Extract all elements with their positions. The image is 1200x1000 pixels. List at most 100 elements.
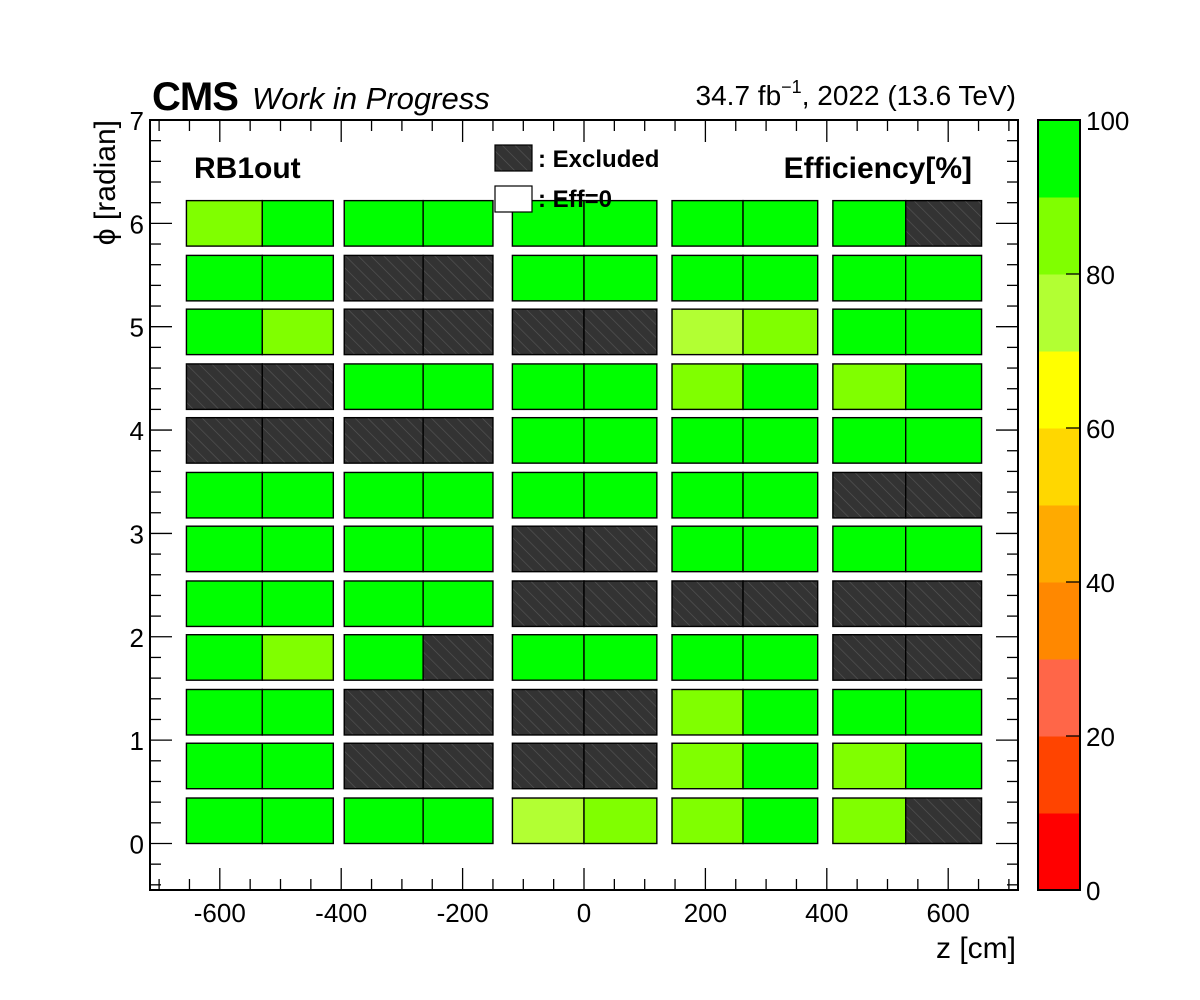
- heatmap-cell-r4-w0-s1: [261, 416, 335, 464]
- heatmap-cell-r7-w0-s0: [185, 580, 263, 628]
- colorbar-frame: [1037, 119, 1081, 891]
- axis-ticks: [150, 119, 1018, 890]
- colorbar-segment: [1038, 428, 1080, 506]
- y-tick-label: 1: [130, 726, 144, 756]
- heatmap-cell-r10-w0-s1: [261, 742, 335, 790]
- legend-eff0-swatch: [494, 185, 533, 213]
- y-tick-label: 6: [130, 209, 144, 239]
- heatmap-cell-r3-w3-s0: [671, 363, 744, 411]
- x-tick-label: 0: [577, 898, 591, 928]
- heatmap-cell-r4-w3-s1: [742, 416, 819, 464]
- heatmap-cell-r8-w0-s1: [261, 634, 335, 681]
- lumi-label: 34.7 fb−1, 2022 (13.6 TeV): [696, 77, 1016, 111]
- x-tick-label: 400: [805, 898, 848, 928]
- status-label: Work in Progress: [252, 81, 490, 116]
- heatmap-cell-r5-w0-s1: [261, 471, 335, 519]
- heatmap-cell-r9-w0-s1: [261, 688, 335, 736]
- colorbar-tick-label: 60: [1086, 414, 1115, 444]
- heatmap-cell-r4-w1-s1: [422, 416, 494, 464]
- heatmap-cell-r2-w0-s0: [185, 308, 263, 356]
- heatmap-cell-r7-w1-s0: [343, 580, 424, 628]
- heatmap-cell-r0-w1-s0: [343, 199, 424, 247]
- heatmap-cell-r4-w0-s0: [185, 416, 263, 464]
- colorbar-tick-label: 40: [1086, 568, 1115, 598]
- y-tick-label: 3: [130, 519, 144, 549]
- heatmap-cell-r1-w4-s1: [905, 254, 983, 302]
- colorbar-segment: [1038, 582, 1080, 660]
- heatmap-cell-r6-w0-s1: [261, 525, 335, 573]
- heatmap-cell-r9-w3-s1: [742, 688, 819, 736]
- heatmap-cells: [185, 199, 983, 845]
- heatmap-cell-r6-w1-s0: [343, 525, 424, 573]
- heatmap-cell-r5-w3-s0: [671, 471, 744, 519]
- heatmap-cell-r10-w4-s0: [832, 742, 907, 790]
- heatmap-cell-r7-w4-s1: [905, 580, 983, 628]
- heatmap-cell-r11-w1-s1: [422, 797, 494, 845]
- heatmap-cell-r11-w3-s1: [742, 797, 819, 845]
- colorbar-segment: [1038, 813, 1080, 891]
- heatmap-cell-r6-w2-s0: [511, 525, 585, 573]
- y-tick-labels: 0 1 2 3 4 5 6 7: [130, 106, 144, 859]
- x-tick-labels: -600 -400 -200 0 200 400 600: [194, 898, 970, 928]
- heatmap-cell-r1-w3-s0: [671, 254, 744, 302]
- heatmap-cell-r11-w1-s0: [343, 797, 424, 845]
- heatmap-cell-r3-w1-s0: [343, 363, 424, 411]
- heatmap-cell-r6-w3-s0: [671, 525, 744, 573]
- metric-label: Efficiency[%]: [784, 152, 972, 185]
- heatmap-cell-r11-w3-s0: [671, 797, 744, 845]
- heatmap-cell-r8-w4-s1: [905, 634, 983, 681]
- heatmap-cell-r7-w3-s1: [742, 580, 819, 628]
- heatmap-cell-r8-w1-s0: [343, 634, 424, 681]
- heatmap-cell-r10-w2-s0: [511, 742, 585, 790]
- heatmap-cell-r5-w2-s1: [583, 471, 658, 519]
- heatmap-cell-r10-w1-s1: [422, 742, 494, 790]
- heatmap-cell-r4-w4-s0: [832, 416, 907, 464]
- heatmap-cell-r0-w0-s0: [185, 199, 263, 247]
- heatmap-cell-r3-w0-s0: [185, 363, 263, 411]
- heatmap-cell-r6-w4-s0: [832, 525, 907, 573]
- heatmap-cell-r11-w4-s0: [832, 797, 907, 845]
- heatmap-cell-r3-w3-s1: [742, 363, 819, 411]
- heatmap-cell-r11-w2-s1: [583, 797, 658, 845]
- heatmap-cell-r1-w2-s1: [583, 254, 658, 302]
- heatmap-cell-r8-w3-s1: [742, 634, 819, 681]
- heatmap-cell-r4-w2-s0: [511, 416, 585, 464]
- heatmap-cell-r1-w2-s0: [511, 254, 585, 302]
- colorbar-segment: [1038, 505, 1080, 583]
- y-tick-label: 7: [130, 106, 144, 136]
- heatmap-cell-r7-w4-s0: [832, 580, 907, 628]
- y-axis-label: ϕ [radian]: [89, 120, 122, 245]
- heatmap-cell-r5-w0-s0: [185, 471, 263, 519]
- heatmap-cell-r3-w4-s0: [832, 363, 907, 411]
- y-tick-label: 0: [130, 829, 144, 859]
- heatmap-cell-r10-w3-s1: [742, 742, 819, 790]
- heatmap-cell-r6-w4-s1: [905, 525, 983, 573]
- heatmap-cell-r7-w2-s1: [583, 580, 658, 628]
- heatmap-cell-r4-w1-s0: [343, 416, 424, 464]
- colorbar: [1037, 119, 1081, 891]
- heatmap-cell-r4-w2-s1: [583, 416, 658, 464]
- heatmap-cell-r5-w3-s1: [742, 471, 819, 519]
- heatmap-cell-r0-w3-s0: [671, 199, 744, 247]
- heatmap-cell-r11-w2-s0: [511, 797, 585, 845]
- legend-eff0-label: : Eff=0: [538, 186, 612, 213]
- heatmap-cell-r3-w4-s1: [905, 363, 983, 411]
- heatmap-cell-r7-w2-s0: [511, 580, 585, 628]
- heatmap-cell-r7-w3-s0: [671, 580, 744, 628]
- heatmap-cell-r7-w1-s1: [422, 580, 494, 628]
- y-tick-label: 5: [130, 313, 144, 343]
- heatmap-cell-r6-w3-s1: [742, 525, 819, 573]
- heatmap-cell-r5-w2-s0: [511, 471, 585, 519]
- colorbar-segment: [1038, 120, 1080, 198]
- heatmap-cell-r2-w2-s1: [583, 308, 658, 356]
- colorbar-tick-label: 0: [1086, 876, 1100, 906]
- x-tick-label: 200: [684, 898, 727, 928]
- panel-label: RB1out: [194, 152, 301, 185]
- heatmap-cell-r8-w1-s1: [422, 634, 494, 681]
- colorbar-segment: [1038, 274, 1080, 352]
- heatmap-cell-r5-w1-s0: [343, 471, 424, 519]
- heatmap-cell-r11-w0-s1: [261, 797, 335, 845]
- experiment-label: CMS: [152, 75, 238, 119]
- heatmap-cell-r8-w2-s1: [583, 634, 658, 681]
- heatmap-cell-r9-w2-s0: [511, 688, 585, 736]
